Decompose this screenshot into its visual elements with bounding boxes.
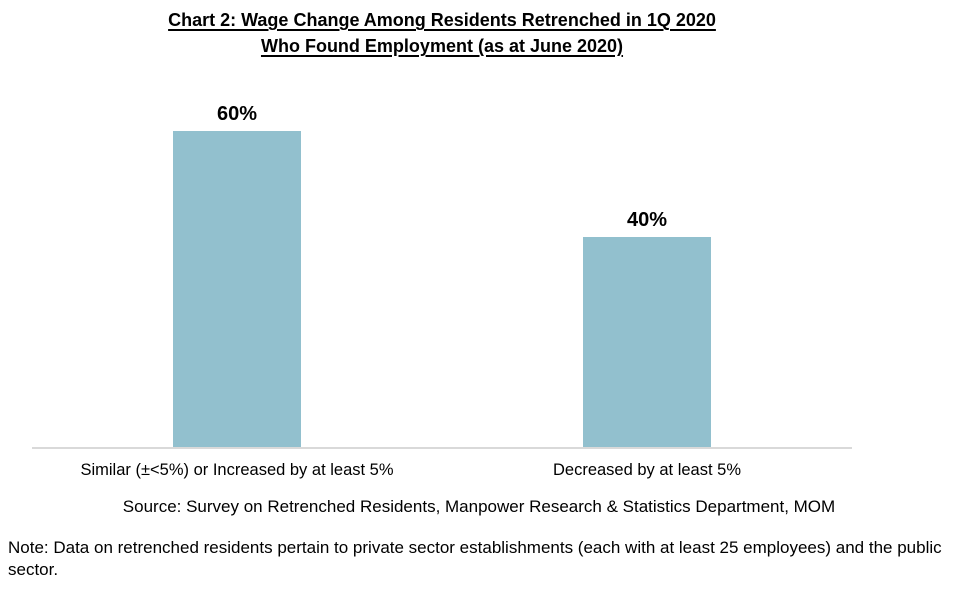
bar-group-decreased: 40% [583,209,711,448]
source-text: Source: Survey on Retrenched Residents, … [122,497,836,516]
chart-title: Chart 2: Wage Change Among Residents Ret… [0,7,884,59]
bar-group-similar-or-increased: 60% [173,103,301,448]
note-text: Note: Data on retrenched residents perta… [8,538,942,579]
category-axis-line [32,447,852,449]
chart-title-line-2: Who Found Employment (as at June 2020) [260,36,624,56]
category-label-similar-or-increased: Similar (±<5%) or Increased by at least … [80,461,394,479]
bar-value-label: 40% [626,209,668,231]
bar-similar-or-increased [173,131,301,448]
category-label-decreased: Decreased by at least 5% [552,461,742,479]
bar-decreased [583,237,711,448]
chart-title-line-1: Chart 2: Wage Change Among Residents Ret… [168,10,716,30]
bar-value-label: 60% [216,103,258,125]
